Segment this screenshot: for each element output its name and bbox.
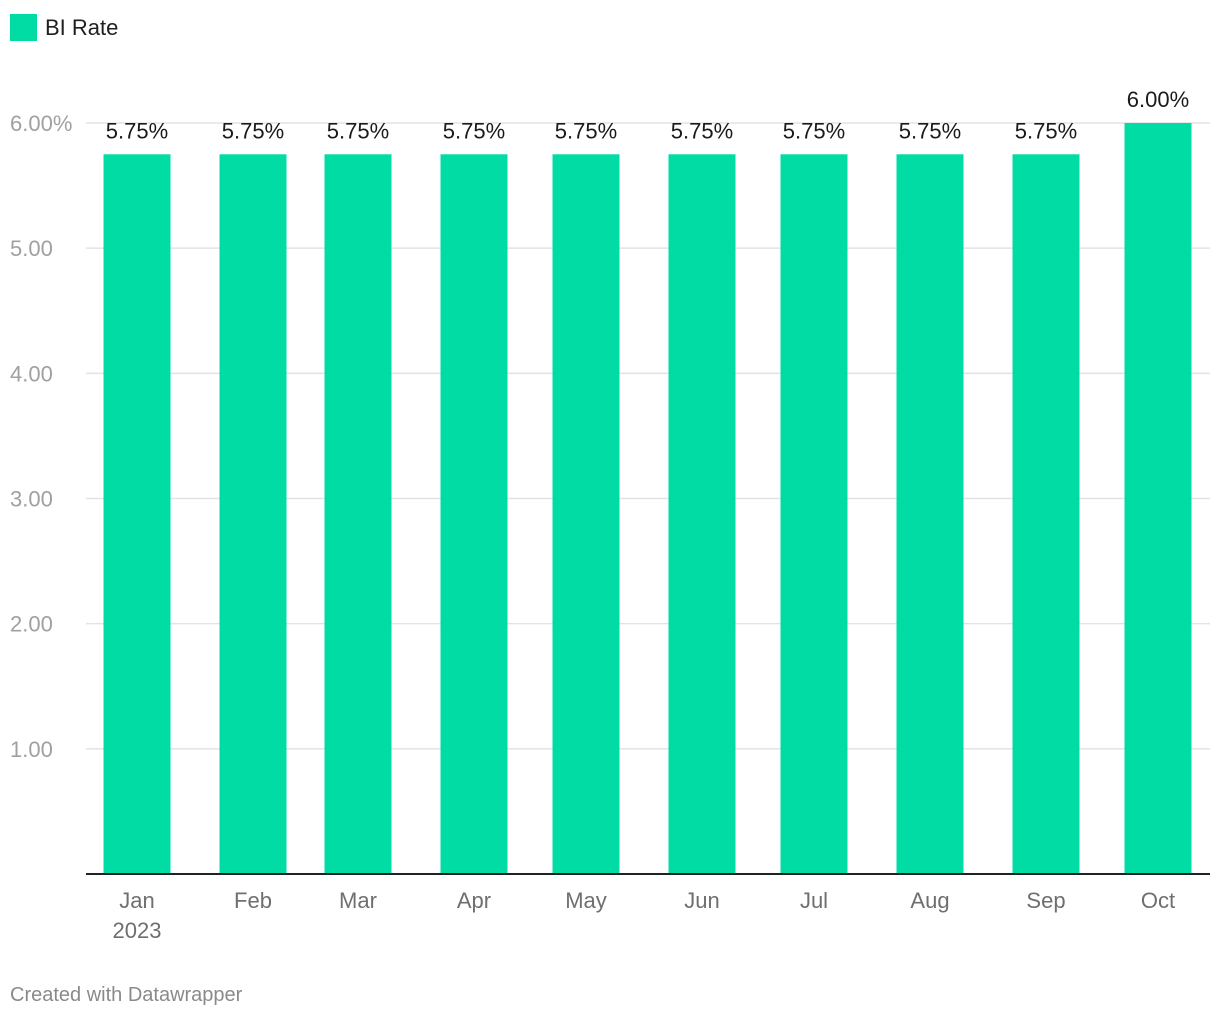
x-tick-label: Jul <box>800 888 828 913</box>
y-tick-label: 3.00 <box>10 487 53 512</box>
x-axis-labels: Jan 2023 Feb Mar Apr May Jun Jul Aug Sep Oct <box>113 888 1176 943</box>
value-label: 5.75% <box>443 118 505 143</box>
y-tick-label: 5.00 <box>10 236 53 261</box>
y-tick-label: 2.00 <box>10 612 53 637</box>
value-label: 5.75% <box>222 118 284 143</box>
bar-apr <box>440 154 508 874</box>
footer-credit: Created with Datawrapper <box>10 984 243 1006</box>
value-label: 5.75% <box>899 118 961 143</box>
y-tick-label: 4.00 <box>10 361 53 386</box>
value-label: 5.75% <box>106 118 168 143</box>
x-tick-label: Sep <box>1026 888 1065 913</box>
bar-sep <box>1012 154 1080 874</box>
value-label: 6.00% <box>1127 87 1189 112</box>
bar-mar <box>324 154 392 874</box>
legend: BI Rate <box>10 14 118 41</box>
value-label: 5.75% <box>783 118 845 143</box>
x-tick-sublabel: 2023 <box>113 918 162 943</box>
bar-jan <box>103 154 171 874</box>
y-tick-label: 6.00% <box>10 111 72 136</box>
x-tick-label: Mar <box>339 888 377 913</box>
bar-jul <box>780 154 848 874</box>
x-tick-label: Jun <box>684 888 719 913</box>
x-tick-label: Jan <box>119 888 154 913</box>
value-label: 5.75% <box>671 118 733 143</box>
bar-may <box>552 154 620 874</box>
value-label: 5.75% <box>327 118 389 143</box>
x-tick-label: Apr <box>457 888 491 913</box>
bar-feb <box>219 154 287 874</box>
bar-aug <box>896 154 964 874</box>
y-axis-ticks: 6.00% 5.00 4.00 3.00 2.00 1.00 <box>10 111 72 762</box>
bar-jun <box>668 154 736 874</box>
x-tick-label: Feb <box>234 888 272 913</box>
y-tick-label: 1.00 <box>10 737 53 762</box>
legend-swatch <box>10 14 37 41</box>
value-label: 5.75% <box>555 118 617 143</box>
x-tick-label: May <box>565 888 607 913</box>
legend-label: BI Rate <box>45 14 119 40</box>
value-labels-layer: 5.75% 5.75% 5.75% 5.75% 5.75% 5.75% 5.75% 5.75%… <box>106 87 1189 143</box>
bars-layer <box>103 123 1192 874</box>
x-tick-label: Aug <box>910 888 949 913</box>
x-tick-label: Oct <box>1141 888 1175 913</box>
bar-oct <box>1124 123 1192 874</box>
value-label: 5.75% <box>1015 118 1077 143</box>
